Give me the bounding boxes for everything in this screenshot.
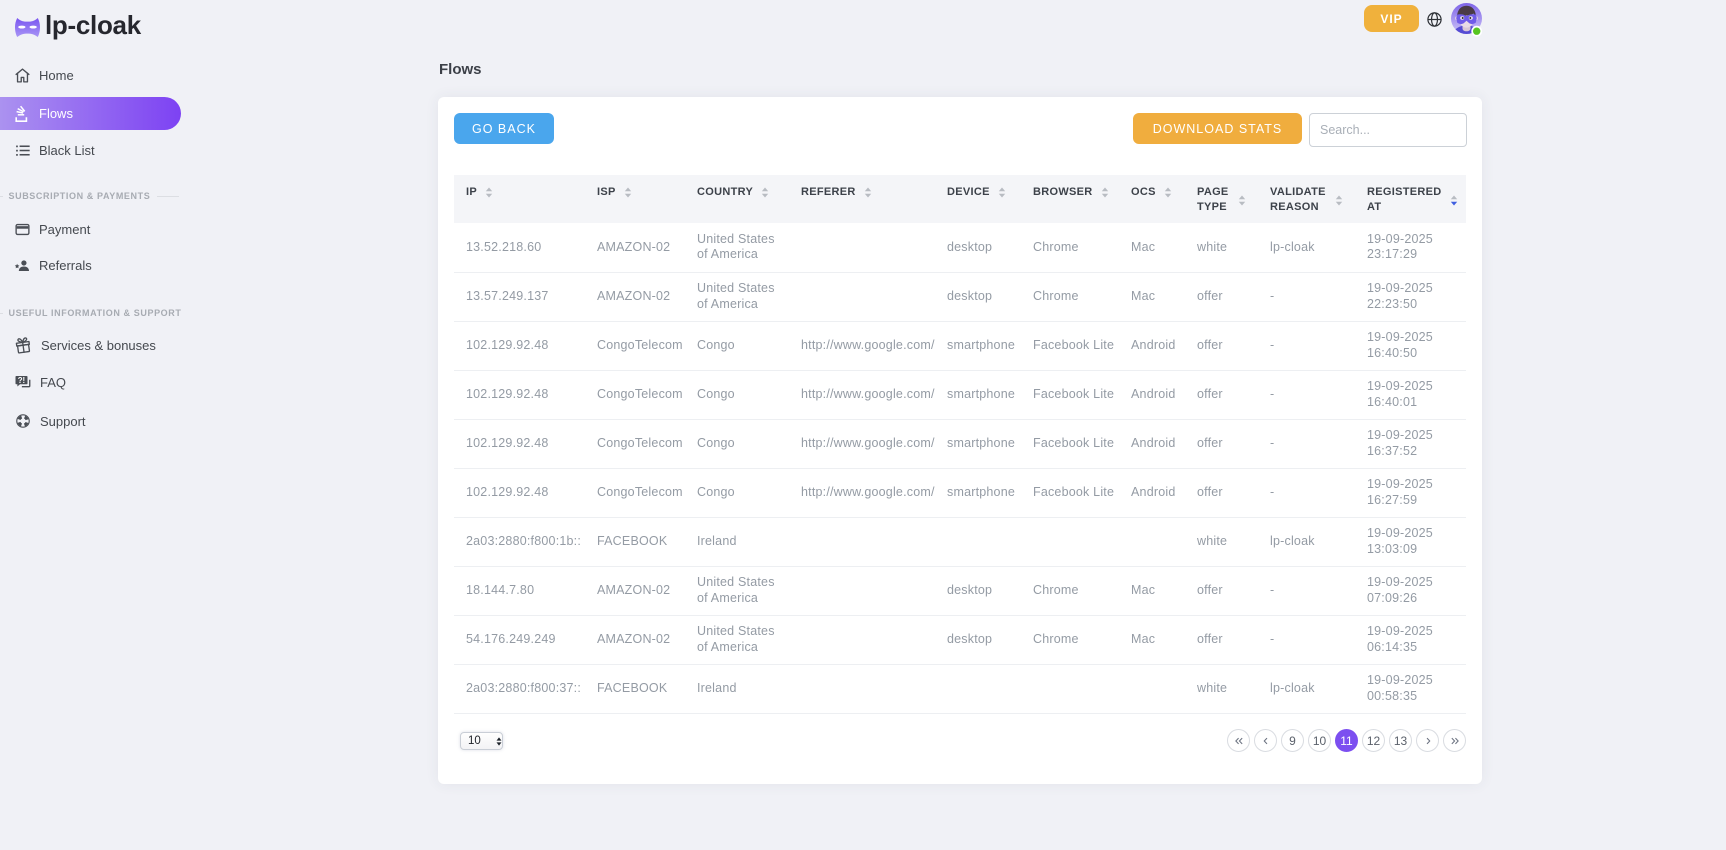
svg-text:?!: ?!: [18, 376, 25, 385]
